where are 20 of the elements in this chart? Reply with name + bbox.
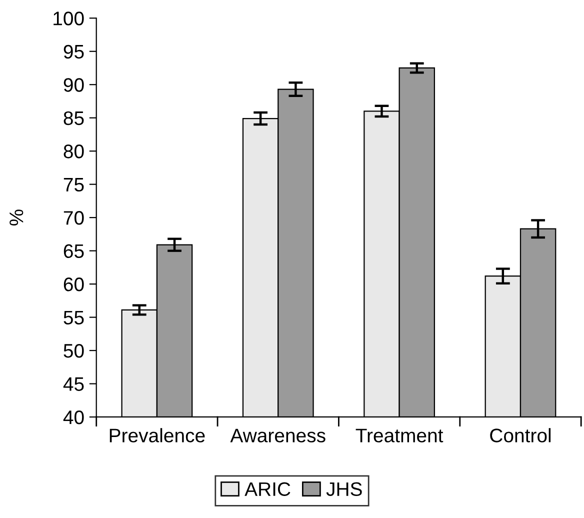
y-tick-label: 85 [64, 111, 84, 126]
y-tick-label: 75 [64, 178, 84, 192]
y-tick-label: 90 [64, 78, 84, 92]
y-tick-label: 65 [64, 244, 84, 258]
y-tick-label: 70 [64, 211, 84, 225]
y-axis-title: % [10, 210, 24, 226]
y-tick-label: 50 [64, 344, 84, 358]
legend-label: JHS [326, 482, 362, 496]
y-tick-label: 80 [64, 144, 84, 158]
y-tick-label: 95 [64, 44, 84, 59]
legend-label: ARIC [244, 482, 290, 496]
y-tick-label: 40 [63, 410, 84, 424]
y-tick-label: 45 [63, 377, 84, 391]
y-tick-label: 60 [64, 278, 84, 292]
y-tick-label: 100 [54, 12, 84, 26]
x-tick-label: Control [490, 428, 551, 442]
x-tick-label: Prevalence [110, 428, 205, 442]
y-tick-label: 55 [64, 310, 84, 325]
x-tick-label: Treatment [356, 428, 444, 442]
x-tick-label: Awareness [230, 428, 326, 442]
